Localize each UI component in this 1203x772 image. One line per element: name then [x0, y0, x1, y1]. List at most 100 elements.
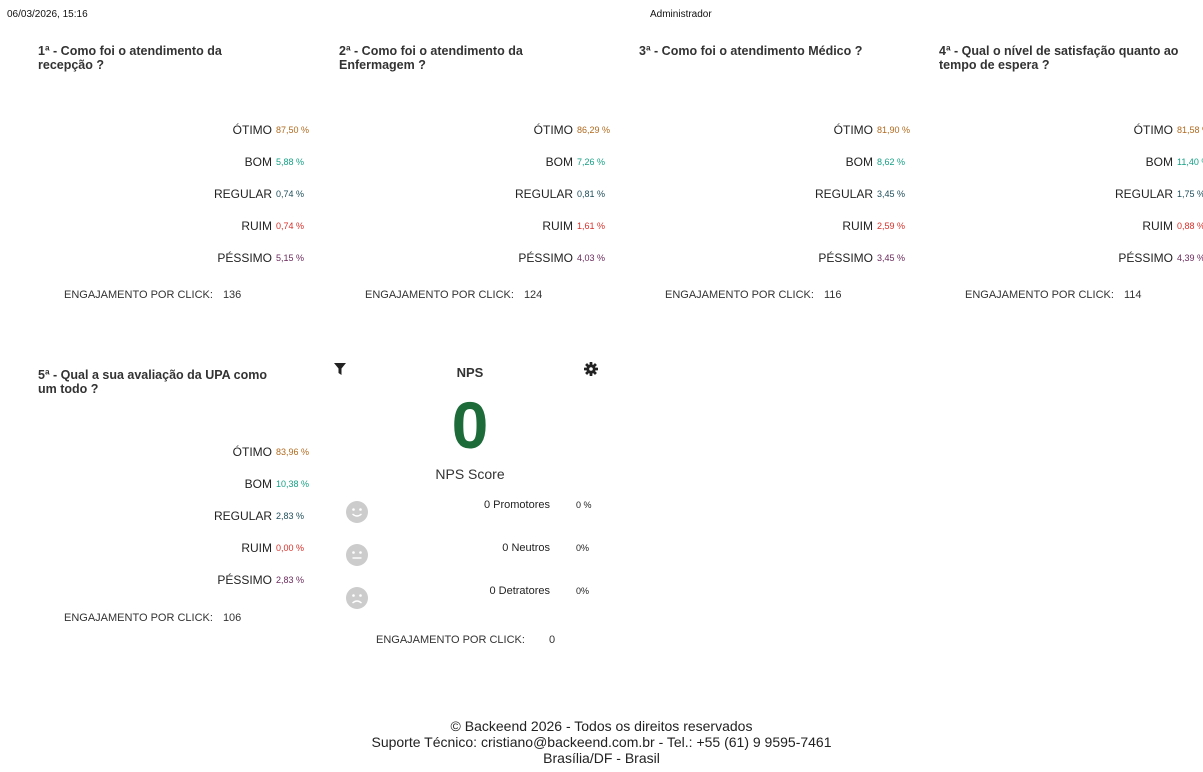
rating-row-ruim: RUIM 0,00 % — [38, 541, 308, 557]
rating-percent: 5,88 % — [276, 157, 305, 167]
nps-title: NPS — [456, 365, 484, 380]
rating-percent: 81,90 % — [877, 125, 911, 135]
rating-row-bom: BOM 7,26 % — [339, 155, 609, 171]
rating-label: PÉSSIMO — [217, 251, 272, 265]
rating-percent: 1,75 % — [1177, 189, 1203, 199]
rating-percent: 4,39 % — [1177, 253, 1203, 263]
rating-label: RUIM — [241, 219, 272, 233]
footer-support: Suporte Técnico: cristiano@backeend.com.… — [371, 734, 832, 750]
print-datetime: 06/03/2026, 15:16 — [7, 9, 88, 20]
rating-row-otimo: ÓTIMO 86,29 % — [339, 123, 611, 139]
rating-percent: 8,62 % — [877, 157, 906, 167]
engagement-label: ENGAJAMENTO POR CLICK: — [965, 289, 1114, 301]
engagement-count: 106 — [222, 612, 242, 624]
rating-row-bom: BOM 8,62 % — [639, 155, 909, 171]
rating-percent: 2,83 % — [276, 575, 305, 585]
rating-percent: 87,50 % — [276, 125, 310, 135]
engagement-label: ENGAJAMENTO POR CLICK: — [64, 612, 213, 624]
gear-icon[interactable] — [584, 362, 598, 381]
engagement-row: ENGAJAMENTO POR CLICK: 124 — [365, 289, 625, 301]
rating-row-pessimo: PÉSSIMO 3,45 % — [639, 251, 909, 267]
engagement-label: ENGAJAMENTO POR CLICK: — [665, 289, 814, 301]
rating-percent: 1,61 % — [577, 221, 606, 231]
rating-label: ÓTIMO — [533, 123, 573, 137]
rating-label: REGULAR — [213, 187, 272, 201]
rating-label: BOM — [545, 155, 573, 169]
rating-row-ruim: RUIM 2,59 % — [639, 219, 909, 235]
nps-score-label: NPS Score — [435, 466, 505, 482]
rating-label: REGULAR — [814, 187, 873, 201]
question-title: 2ª - Como foi o atendimento da Enfermage… — [339, 44, 523, 72]
rating-label: RUIM — [241, 541, 272, 555]
rating-label: ÓTIMO — [232, 123, 272, 137]
question-title: 1ª - Como foi o atendimento da recepção … — [38, 44, 222, 72]
engagement-count: 0 — [548, 634, 556, 646]
rating-percent: 2,59 % — [877, 221, 906, 231]
rating-percent: 4,03 % — [577, 253, 606, 263]
rating-row-regular: REGULAR 0,74 % — [38, 187, 308, 203]
engagement-row: ENGAJAMENTO POR CLICK: 116 — [665, 289, 925, 301]
rating-label: PÉSSIMO — [818, 251, 873, 265]
neutrals-percent: 0% — [576, 543, 590, 553]
sad-face-icon — [346, 587, 368, 609]
rating-row-ruim: RUIM 1,61 % — [339, 219, 609, 235]
user-name: Administrador — [650, 9, 712, 20]
engagement-row: ENGAJAMENTO POR CLICK: 106 — [64, 612, 324, 624]
rating-row-otimo: ÓTIMO 81,58 % — [939, 123, 1203, 139]
rating-row-bom: BOM 5,88 % — [38, 155, 308, 171]
engagement-count: 124 — [523, 289, 543, 301]
rating-label: RUIM — [542, 219, 573, 233]
rating-percent: 0,81 % — [577, 189, 606, 199]
rating-label: BOM — [1145, 155, 1173, 169]
rating-label: PÉSSIMO — [518, 251, 573, 265]
rating-percent: 5,15 % — [276, 253, 305, 263]
promoters-count: 0 Promotores — [483, 499, 550, 511]
engagement-count: 136 — [222, 289, 242, 301]
rating-percent: 3,45 % — [877, 253, 906, 263]
rating-row-pessimo: PÉSSIMO 4,03 % — [339, 251, 609, 267]
rating-label: BOM — [845, 155, 873, 169]
engagement-label: ENGAJAMENTO POR CLICK: — [365, 289, 514, 301]
rating-row-regular: REGULAR 0,81 % — [339, 187, 609, 203]
engagement-label: ENGAJAMENTO POR CLICK: — [64, 289, 213, 301]
nps-panel: NPS 0 NPS Score 0 Promotores 0 % 0 Neutr… — [330, 360, 610, 660]
rating-label: BOM — [244, 155, 272, 169]
nps-score: 0 — [451, 388, 489, 462]
rating-row-bom: BOM 11,40 % — [939, 155, 1203, 171]
question-title: 3ª - Como foi o atendimento Médico ? — [639, 44, 863, 58]
rating-label: REGULAR — [213, 509, 272, 523]
rating-percent: 0,74 % — [276, 189, 305, 199]
rating-row-otimo: ÓTIMO 87,50 % — [38, 123, 310, 139]
rating-row-otimo: ÓTIMO 81,90 % — [639, 123, 911, 139]
filter-icon[interactable] — [334, 363, 346, 381]
footer-location: Brasília/DF - Brasil — [543, 750, 660, 766]
neutral-face-icon — [346, 544, 368, 566]
footer: © Backeend 2026 - Todos os direitos rese… — [0, 718, 1203, 766]
engagement-count: 114 — [1123, 289, 1142, 301]
rating-percent: 2,83 % — [276, 511, 305, 521]
question-title: 4ª - Qual o nível de satisfação quanto a… — [939, 44, 1179, 72]
nps-engagement-row: ENGAJAMENTO POR CLICK: 0 — [376, 634, 555, 646]
rating-percent: 3,45 % — [877, 189, 906, 199]
rating-percent: 86,29 % — [577, 125, 611, 135]
rating-percent: 10,38 % — [276, 479, 310, 489]
rating-row-regular: REGULAR 3,45 % — [639, 187, 909, 203]
detractors-count: 0 Detratores — [489, 585, 550, 597]
engagement-label: ENGAJAMENTO POR CLICK: — [376, 634, 525, 646]
question-title: 5ª - Qual a sua avaliação da UPA como um… — [38, 368, 268, 396]
rating-row-ruim: RUIM 0,74 % — [38, 219, 308, 235]
rating-label: BOM — [244, 477, 272, 491]
rating-row-pessimo: PÉSSIMO 2,83 % — [38, 573, 308, 589]
footer-copyright: © Backeend 2026 - Todos os direitos rese… — [450, 718, 753, 734]
rating-row-pessimo: PÉSSIMO 4,39 % — [939, 251, 1203, 267]
rating-label: ÓTIMO — [833, 123, 873, 137]
rating-percent: 0,00 % — [276, 543, 305, 553]
rating-row-bom: BOM 10,38 % — [38, 477, 310, 493]
rating-percent: 0,88 % — [1177, 221, 1203, 231]
rating-label: REGULAR — [514, 187, 573, 201]
promoters-percent: 0 % — [576, 500, 592, 510]
rating-percent: 11,40 % — [1177, 157, 1203, 167]
rating-label: PÉSSIMO — [217, 573, 272, 587]
rating-row-otimo: ÓTIMO 83,96 % — [38, 445, 310, 461]
rating-percent: 83,96 % — [276, 447, 310, 457]
